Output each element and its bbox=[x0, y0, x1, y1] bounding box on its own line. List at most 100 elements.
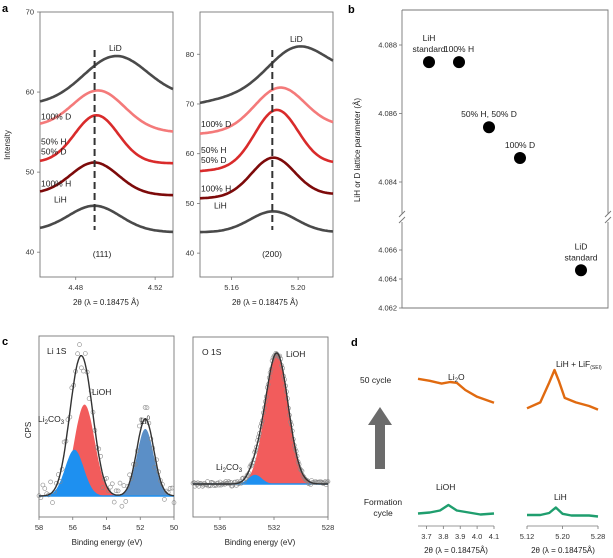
a1-y-tick-label: 60 bbox=[26, 88, 34, 97]
a1-y-axis-label: Intensity bbox=[3, 130, 12, 160]
a2-curve-50-h-50-d bbox=[199, 108, 334, 173]
b-y-tick-label: 4.086 bbox=[378, 109, 397, 118]
c1-x-tick-label: 50 bbox=[170, 523, 178, 532]
c1-component-fills bbox=[39, 404, 174, 497]
c2-x-ticks: 536 532 528 bbox=[214, 517, 334, 532]
a2-curve-100-h bbox=[199, 156, 334, 200]
a2-frame bbox=[199, 11, 334, 278]
b-y-tick-label: 4.064 bbox=[378, 275, 397, 284]
a2-curves bbox=[199, 45, 334, 234]
d-curve-50cycle-right bbox=[526, 368, 599, 411]
a1-x-tick-label: 4.52 bbox=[148, 283, 163, 292]
panel-label-d: d bbox=[351, 337, 358, 349]
c1-data-point bbox=[79, 365, 84, 371]
c2-fill-lioh bbox=[193, 353, 328, 484]
b-y-tick-label: 4.066 bbox=[378, 246, 397, 255]
a2-y-tick-label: 60 bbox=[186, 149, 194, 158]
c1-data-point bbox=[48, 479, 53, 485]
c1-data-point bbox=[108, 484, 113, 490]
a1-curve-lid bbox=[39, 54, 174, 103]
a1-y-tick-label: 70 bbox=[26, 8, 34, 17]
c1-fill-li2co3 bbox=[39, 449, 174, 496]
a1-frame bbox=[39, 11, 174, 278]
c2-title: O 1S bbox=[202, 347, 222, 357]
b-point-label: standard bbox=[412, 44, 445, 54]
c1-data-point bbox=[171, 500, 177, 505]
d-x-tick-label: 5.20 bbox=[555, 532, 570, 541]
b-point-50-h-50-d bbox=[483, 121, 495, 134]
a1-label-100-d: 100% D bbox=[41, 111, 71, 121]
b-point-100-d bbox=[514, 152, 526, 165]
c1-data-point bbox=[113, 488, 119, 494]
b-axis-break-left bbox=[398, 210, 406, 224]
d-x-axes: 3.7 3.8 3.9 4.0 4.1 5.12 5.20 5.28 bbox=[418, 525, 605, 541]
a2-annotation-200: (200) bbox=[262, 249, 282, 259]
b-point-label: standard bbox=[564, 252, 597, 262]
d-curve-50cycle-left bbox=[417, 377, 495, 404]
a2-series-labels: LiD 100% D 50% H50% D 100% H LiH bbox=[201, 34, 303, 211]
d-curve-formation-right bbox=[527, 506, 599, 518]
d-label-lih-lif: LiH + LiF(SEI) bbox=[556, 359, 602, 371]
c1-label-li0: Li0 bbox=[140, 416, 151, 426]
c1-data-point bbox=[81, 368, 86, 374]
c1-title: Li 1S bbox=[47, 346, 67, 356]
b-point-label: 100% D bbox=[505, 140, 535, 150]
a2-label-100-d: 100% D bbox=[201, 119, 231, 129]
c1-data-point bbox=[117, 480, 123, 486]
a2-y-ticks: 40 50 60 70 80 bbox=[186, 50, 200, 258]
a1-y-tick-label: 40 bbox=[26, 248, 34, 257]
c1-data-point bbox=[88, 388, 94, 394]
c2-x-tick-label: 532 bbox=[268, 523, 281, 532]
c1-x-tick-label: 54 bbox=[102, 523, 110, 532]
c1-data-point bbox=[110, 481, 115, 487]
c1-data-point bbox=[50, 500, 55, 505]
c1-data-point bbox=[123, 499, 129, 504]
panel-label-c: c bbox=[2, 336, 8, 348]
xrd-111-plot: 40 50 60 70 4.48 4.52 LiD 100% D 50% H50% D 100… bbox=[3, 8, 174, 307]
c2-label-lioh: LiOH bbox=[286, 349, 305, 359]
c1-data-point bbox=[100, 485, 105, 491]
a2-curve-lih bbox=[200, 210, 334, 234]
b-point-label: LiD bbox=[575, 241, 588, 251]
a1-curve-100-h bbox=[39, 161, 174, 197]
d-right-x-axis-label: 2θ (λ = 0.18475Å) bbox=[531, 546, 595, 555]
c1-data-point bbox=[115, 488, 121, 494]
panel-label-b: b bbox=[348, 4, 355, 16]
d-x-tick-label: 3.9 bbox=[455, 532, 465, 541]
c2-component-fills bbox=[193, 353, 328, 485]
c1-fill-li0 bbox=[39, 429, 174, 496]
c1-data-point bbox=[169, 485, 175, 491]
a2-y-tick-label: 40 bbox=[186, 249, 194, 258]
a1-label-50h-50d: 50% D bbox=[41, 147, 67, 157]
panel-label-a: a bbox=[2, 3, 9, 15]
a2-label-lid: LiD bbox=[290, 34, 303, 44]
c1-x-tick-label: 58 bbox=[35, 523, 43, 532]
c1-data-point bbox=[138, 417, 144, 423]
c1-envelope-fit bbox=[38, 355, 175, 497]
a2-label-50h-50d: 50% H bbox=[201, 145, 227, 155]
d-row-label-50-cycle: 50 cycle bbox=[360, 375, 391, 385]
a2-x-tick-label: 5.20 bbox=[291, 283, 306, 292]
c1-x-tick-label: 56 bbox=[69, 523, 77, 532]
c1-data-point bbox=[42, 486, 48, 491]
c1-data-point bbox=[83, 351, 88, 356]
a2-y-tick-label: 50 bbox=[186, 199, 194, 208]
b-y-axis-label: LiH or D lattice parameter (Å) bbox=[353, 98, 362, 202]
d-label-li2o: Li2O bbox=[448, 372, 465, 384]
b-y-tick-label: 4.084 bbox=[378, 178, 397, 187]
a2-label-lih: LiH bbox=[214, 200, 227, 210]
d-x-tick-label: 4.1 bbox=[489, 532, 499, 541]
c1-data-point bbox=[144, 405, 150, 411]
b-point-label: LiH bbox=[423, 33, 436, 43]
b-point-label: 100% H bbox=[444, 44, 474, 54]
a1-curves bbox=[39, 54, 174, 234]
a1-curve-100-d bbox=[39, 89, 174, 133]
cycling-xrd-plot: 50 cycle Formation cycle 3.7 3.8 3.9 4.0 4.1… bbox=[360, 359, 605, 555]
c1-label-li2co3: Li2CO3 bbox=[38, 414, 65, 426]
c1-x-axis-label: Binding energy (eV) bbox=[72, 538, 143, 547]
c1-y-axis-label: CPS bbox=[24, 422, 33, 438]
a1-x-tick-label: 4.48 bbox=[68, 283, 83, 292]
